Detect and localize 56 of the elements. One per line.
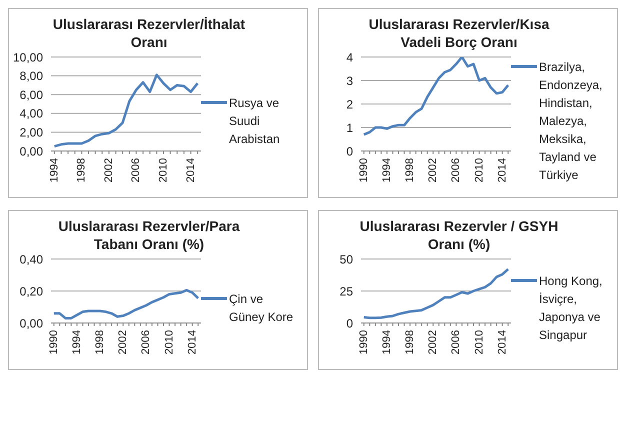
x-tick-label: 1994: [48, 158, 60, 182]
y-tick-label: 1: [346, 120, 354, 135]
x-tick-label: 1990: [358, 330, 370, 354]
x-tick-label: 2010: [163, 330, 176, 354]
y-tick-label: 50: [340, 252, 354, 266]
x-tick-label: 2006: [130, 158, 142, 182]
x-tick-label: 1990: [358, 158, 370, 182]
y-tick-label: 25: [340, 284, 354, 298]
x-tick-label: 1998: [404, 330, 416, 354]
x-tick-label: 2006: [140, 330, 152, 354]
x-tick-label: 2010: [473, 158, 486, 182]
legend-label: Brazilya, Endonzeya, Hindistan, Malezya, Meksika, Tayland ve Türkiye: [539, 59, 604, 184]
x-tick-label: 1998: [404, 158, 416, 182]
y-tick-label: 2,00: [20, 125, 44, 140]
y-tick-label: 4,00: [20, 106, 44, 121]
y-tick-label: 0: [346, 316, 354, 330]
x-tick-label: 2002: [102, 158, 115, 182]
y-tick-label: 0,00: [20, 144, 44, 158]
x-tick-label: 1994: [70, 330, 83, 354]
x-tick-label: 1994: [380, 158, 393, 182]
y-tick-label: 3: [346, 74, 354, 88]
x-tick-label: 2014: [496, 330, 508, 354]
chart-title: Uluslararası Rezervler / GSYH Oranı (%): [358, 217, 560, 253]
y-tick-label: 10,00: [12, 50, 44, 64]
y-tick-label: 0,00: [20, 316, 44, 330]
x-tick-label: 2014: [496, 158, 508, 182]
x-tick-label: 2006: [450, 158, 462, 182]
y-tick-label: 0,20: [20, 284, 44, 298]
y-tick-label: 4: [346, 50, 354, 64]
legend-label: Hong Kong, İsviçre, Japonya ve Singapur: [539, 273, 604, 344]
line-series: [53, 74, 199, 148]
legend-label: Çin ve Güney Kore: [229, 291, 294, 326]
x-tick-label: 1990: [48, 330, 60, 354]
x-tick-label: 2010: [158, 158, 170, 182]
line-series: [362, 57, 510, 136]
x-tick-label: 2010: [473, 330, 486, 354]
line-series: [362, 268, 510, 320]
legend-label: Rusya ve Suudi Arabistan: [229, 95, 281, 148]
chart-title: Uluslararası Rezervler/Kısa Vadeli Borç Oranı: [368, 15, 550, 51]
x-tick-label: 2002: [427, 158, 440, 182]
line-series: [52, 288, 200, 320]
x-tick-label: 2014: [186, 330, 198, 354]
x-tick-label: 2002: [117, 330, 130, 354]
x-tick-label: 1998: [76, 158, 88, 182]
y-tick-label: 0,40: [20, 252, 44, 266]
x-tick-label: 2002: [427, 330, 440, 354]
chart-title: Uluslararası Rezervler/İthalat Oranı: [52, 15, 246, 51]
x-tick-label: 1994: [380, 330, 393, 354]
x-tick-label: 1998: [94, 330, 106, 354]
y-tick-label: 8,00: [20, 69, 44, 84]
x-tick-label: 2014: [184, 158, 197, 182]
y-tick-label: 6,00: [20, 88, 44, 102]
y-tick-label: 0: [346, 144, 354, 158]
y-tick-label: 2: [346, 97, 354, 112]
x-tick-label: 2006: [450, 330, 462, 354]
chart-title: Uluslararası Rezervler/Para Tabanı Oranı (%): [57, 217, 241, 253]
